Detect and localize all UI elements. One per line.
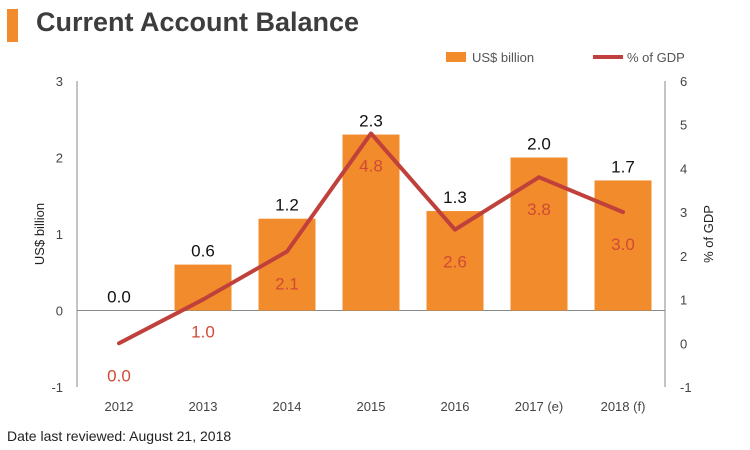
x-tick-label: 2012	[105, 399, 134, 414]
y-right-tick-label: 4	[680, 161, 687, 176]
legend-item-bar: US$ billion	[446, 48, 534, 66]
legend-line-swatch	[593, 55, 623, 59]
y-right-tick-label: 3	[680, 205, 687, 220]
bar-value-label: 1.7	[611, 157, 635, 176]
line-value-label: 1.0	[191, 323, 215, 342]
y-left-tick-label: 0	[56, 304, 63, 319]
bar-value-label: 2.0	[527, 135, 551, 154]
legend-line-label: % of GDP	[627, 49, 685, 65]
y-right-tick-label: 2	[680, 249, 687, 264]
x-tick-label: 2015	[357, 399, 386, 414]
bar-value-label: 0.6	[191, 242, 215, 261]
y-right-tick-label: 0	[680, 336, 687, 351]
line-value-label: 2.1	[275, 274, 299, 293]
x-tick-label: 2018 (f)	[601, 399, 646, 414]
bar-value-label: 1.2	[275, 196, 299, 215]
legend-item-line: % of GDP	[593, 48, 685, 66]
x-tick-label: 2013	[189, 399, 218, 414]
footnote: Date last reviewed: August 21, 2018	[7, 428, 232, 444]
x-tick-label: 2017 (e)	[515, 399, 563, 414]
y-left-tick-label: 1	[56, 227, 63, 242]
x-tick-label: 2014	[273, 399, 302, 414]
y-left-axis-title: US$ billion	[32, 203, 47, 265]
line-value-label: 2.6	[443, 253, 467, 272]
bar-value-label: 1.3	[443, 188, 467, 207]
chart-title: Current Account Balance	[36, 7, 360, 37]
y-left-tick-label: 2	[56, 151, 63, 166]
y-right-tick-label: 1	[680, 293, 687, 308]
title-accent-bar	[7, 9, 18, 42]
legend-bar-label: US$ billion	[472, 49, 535, 65]
line-value-label: 3.8	[527, 200, 551, 219]
legend-bar-swatch	[446, 52, 466, 62]
bar-value-label: 0.0	[107, 288, 131, 307]
bar-value-label: 2.3	[359, 112, 383, 131]
y-right-tick-label: 6	[680, 74, 687, 89]
y-right-tick-label: -1	[680, 380, 692, 395]
x-tick-label: 2016	[441, 399, 470, 414]
bar	[510, 157, 568, 311]
bar	[342, 134, 400, 311]
y-left-tick-label: 3	[56, 74, 63, 89]
y-right-tick-label: 5	[680, 118, 687, 133]
gdp-series-line	[117, 131, 625, 346]
y-right-axis-title: % of GDP	[701, 205, 716, 263]
line-value-label: 3.0	[611, 235, 635, 254]
line-value-label: 0.0	[107, 366, 131, 385]
line-value-label: 4.8	[359, 156, 383, 175]
y-left-tick-label: -1	[51, 380, 63, 395]
